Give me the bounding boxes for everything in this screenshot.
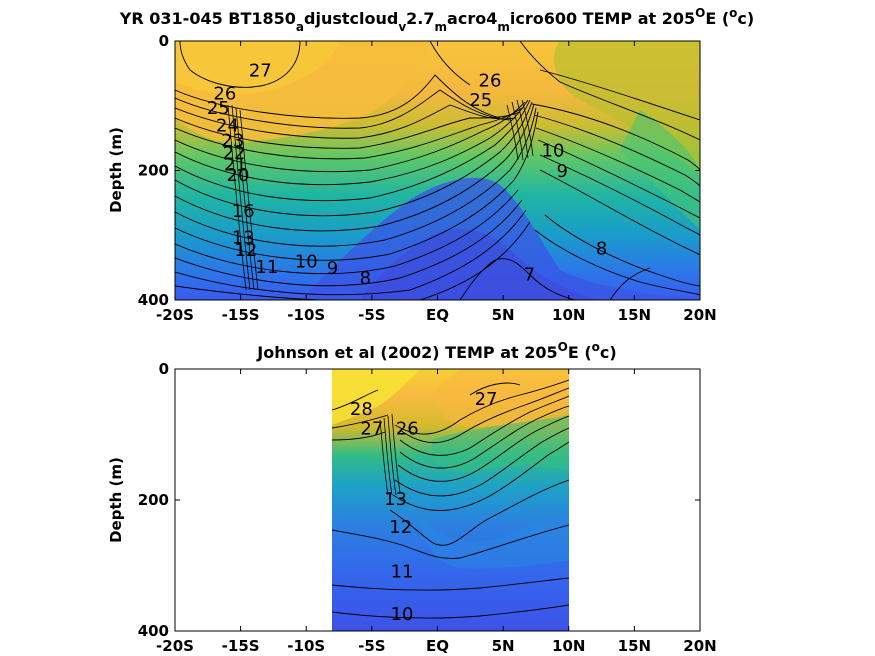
bottom-contour-label: 27 (475, 389, 498, 410)
top-contour-label: 25 (207, 98, 230, 119)
top-ytick-label: 400 (138, 291, 169, 309)
bottom-contour-label: 12 (389, 517, 412, 538)
bottom-xtick-label: 10N (552, 637, 585, 655)
top-ticks: -20S -15S -10S -5S EQ 5N 10N 15N 20N 0 200 400 (138, 32, 717, 324)
bottom-xtick-label: -15S (222, 637, 260, 655)
top-contour-label: 8 (596, 239, 607, 260)
top-contour-label: 27 (249, 61, 272, 82)
bottom-contour-label: 13 (384, 489, 407, 510)
top-contour-label: 22 (223, 143, 246, 164)
top-contour-label: 8 (360, 268, 371, 289)
top-contour-label: 25 (469, 90, 492, 111)
top-ytick-label: 200 (138, 162, 169, 180)
bottom-contour-label: 10 (391, 604, 414, 625)
top-ytick-label: 0 (159, 32, 169, 50)
top-xtick-label: -15S (222, 306, 260, 324)
bottom-contour-label: 26 (396, 419, 419, 440)
top-title: YR 031-045 BT1850adjustcloudv2.7macro4mi… (119, 6, 754, 34)
top-contour-label: 24 (216, 116, 239, 137)
top-xtick-label: -10S (287, 306, 325, 324)
bottom-xtick-label: 5N (492, 637, 515, 655)
top-contour-label: 16 (232, 201, 255, 222)
bottom-ylabel: Depth (m) (107, 457, 125, 543)
bottom-xtick-label: -5S (358, 637, 385, 655)
bottom-ytick-label: 200 (138, 491, 169, 509)
top-contour-label: 26 (479, 70, 502, 91)
top-contour-label: 11 (255, 257, 278, 278)
top-contour-label: 20 (227, 165, 250, 186)
top-contour-label: 7 (524, 265, 535, 286)
top-contour-label: 23 (221, 131, 244, 152)
top-contour-label: 10 (295, 252, 318, 273)
top-contour-label: 9 (327, 258, 338, 279)
top-ylabel: Depth (m) (107, 127, 125, 213)
top-xtick-label: EQ (426, 306, 449, 324)
bottom-ticks: -20S -15S -10S -5S EQ 5N 10N 15N 20N 0 200 400 (138, 360, 717, 655)
top-contour-label: 13 (232, 228, 255, 249)
bottom-contour-label: 27 (360, 419, 383, 440)
bottom-xtick-label: -10S (287, 637, 325, 655)
bottom-title: Johnson et al (2002) TEMP at 205OE (oc) (256, 340, 616, 362)
top-contour-label: 12 (234, 240, 257, 261)
top-contour-label: 21 (224, 155, 247, 176)
top-contour-label: 26 (213, 83, 236, 104)
bottom-xtick-label: EQ (426, 637, 449, 655)
bottom-xtick-label: 15N (618, 637, 651, 655)
top-contour-label: 9 (556, 161, 567, 182)
bottom-xtick-label: 20N (683, 637, 716, 655)
bottom-ytick-label: 400 (138, 622, 169, 640)
top-xtick-label: -20S (156, 306, 194, 324)
top-xtick-label: -5S (358, 306, 385, 324)
top-contour-label: 10 (542, 140, 565, 161)
top-panel: YR 031-045 BT1850adjustcloudv2.7macro4mi… (107, 6, 754, 324)
top-xtick-label: 20N (683, 306, 716, 324)
bottom-contour-label: 11 (391, 561, 414, 582)
top-xtick-label: 10N (552, 306, 585, 324)
top-xtick-label: 15N (618, 306, 651, 324)
bottom-ytick-label: 0 (159, 360, 169, 378)
bottom-panel: Johnson et al (2002) TEMP at 205OE (oc) (107, 340, 717, 655)
bottom-contour-label: 28 (350, 399, 373, 420)
bottom-xtick-label: -20S (156, 637, 194, 655)
top-xtick-label: 5N (492, 306, 515, 324)
